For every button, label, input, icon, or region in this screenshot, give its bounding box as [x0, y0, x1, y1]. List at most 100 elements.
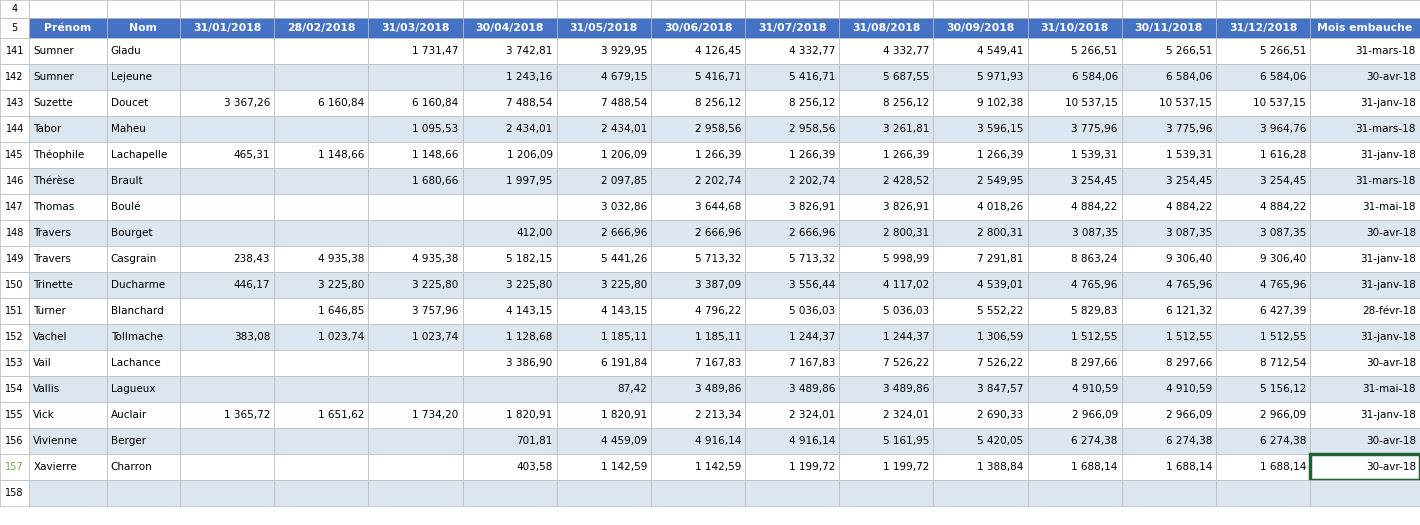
Bar	[1028, 324, 1122, 350]
Bar	[30, 142, 106, 168]
Bar	[463, 428, 557, 454]
Bar	[1311, 142, 1420, 168]
Bar	[1216, 168, 1311, 194]
Bar	[368, 376, 463, 402]
Text: 6 584,06: 6 584,06	[1260, 72, 1306, 82]
Bar	[274, 324, 368, 350]
Bar	[746, 246, 839, 272]
Text: 2 666,96: 2 666,96	[790, 228, 835, 238]
Bar	[650, 194, 746, 220]
Bar	[839, 168, 933, 194]
Text: 1 539,31: 1 539,31	[1166, 150, 1211, 160]
Text: 4 765,96: 4 765,96	[1260, 280, 1306, 290]
Bar	[839, 116, 933, 142]
Text: 1 512,55: 1 512,55	[1072, 332, 1118, 342]
Text: 150: 150	[6, 280, 24, 290]
Text: 3 775,96: 3 775,96	[1166, 124, 1211, 134]
Text: 158: 158	[6, 488, 24, 498]
Bar	[1311, 480, 1420, 506]
Bar	[1311, 168, 1420, 194]
Bar	[746, 38, 839, 64]
Bar	[274, 0, 368, 18]
Text: 1 266,39: 1 266,39	[883, 150, 930, 160]
Text: 3 225,80: 3 225,80	[507, 280, 552, 290]
Bar	[933, 38, 1028, 64]
Bar	[463, 480, 557, 506]
Text: 4: 4	[11, 4, 17, 14]
Bar	[1216, 90, 1311, 116]
Bar	[650, 90, 746, 116]
Text: Lachapelle: Lachapelle	[111, 150, 168, 160]
Bar	[0, 0, 30, 18]
Bar	[650, 480, 746, 506]
Bar	[839, 246, 933, 272]
Bar	[368, 0, 463, 18]
Bar	[557, 376, 650, 402]
Bar	[650, 142, 746, 168]
Bar	[933, 298, 1028, 324]
Text: Ducharme: Ducharme	[111, 280, 165, 290]
Text: 1 023,74: 1 023,74	[412, 332, 459, 342]
Text: 8 256,12: 8 256,12	[694, 98, 741, 108]
Text: 6 584,06: 6 584,06	[1072, 72, 1118, 82]
Text: 3 489,86: 3 489,86	[883, 384, 930, 394]
Bar	[839, 90, 933, 116]
Text: Doucet: Doucet	[111, 98, 148, 108]
Text: 2 958,56: 2 958,56	[790, 124, 835, 134]
Bar	[368, 168, 463, 194]
Text: 3 556,44: 3 556,44	[790, 280, 835, 290]
Text: 2 202,74: 2 202,74	[694, 176, 741, 186]
Bar	[1311, 64, 1420, 90]
Bar	[30, 480, 106, 506]
Bar	[1216, 142, 1311, 168]
Text: 2 966,09: 2 966,09	[1072, 410, 1118, 420]
Text: 238,43: 238,43	[234, 254, 270, 264]
Bar	[1311, 428, 1420, 454]
Bar	[30, 18, 106, 38]
Bar	[1216, 324, 1311, 350]
Bar	[463, 38, 557, 64]
Text: 28/02/2018: 28/02/2018	[287, 23, 355, 33]
Text: 30/06/2018: 30/06/2018	[663, 23, 733, 33]
Text: 3 489,86: 3 489,86	[790, 384, 835, 394]
Bar	[463, 376, 557, 402]
Bar	[1122, 220, 1216, 246]
Bar	[274, 454, 368, 480]
Bar	[274, 298, 368, 324]
Text: 3 489,86: 3 489,86	[694, 384, 741, 394]
Text: 1 266,39: 1 266,39	[977, 150, 1024, 160]
Text: 4 884,22: 4 884,22	[1260, 202, 1306, 212]
Text: 3 847,57: 3 847,57	[977, 384, 1024, 394]
Text: Travers: Travers	[33, 254, 71, 264]
Text: 1 688,14: 1 688,14	[1166, 462, 1211, 472]
Bar	[1028, 454, 1122, 480]
Bar	[0, 480, 30, 506]
Bar	[368, 38, 463, 64]
Bar	[1122, 116, 1216, 142]
Bar	[557, 142, 650, 168]
Text: 2 213,34: 2 213,34	[694, 410, 741, 420]
Text: 145: 145	[6, 150, 24, 160]
Bar	[463, 246, 557, 272]
Bar	[274, 90, 368, 116]
Text: 1 185,11: 1 185,11	[601, 332, 648, 342]
Bar	[650, 272, 746, 298]
Text: 4 916,14: 4 916,14	[790, 436, 835, 446]
Bar	[463, 402, 557, 428]
Text: 1 023,74: 1 023,74	[318, 332, 365, 342]
Text: Thérèse: Thérèse	[33, 176, 75, 186]
Text: 4 935,38: 4 935,38	[318, 254, 365, 264]
Bar	[368, 454, 463, 480]
Bar	[1311, 298, 1420, 324]
Bar	[30, 220, 106, 246]
Text: 1 206,09: 1 206,09	[507, 150, 552, 160]
Bar	[557, 402, 650, 428]
Bar	[30, 0, 106, 18]
Bar	[746, 480, 839, 506]
Bar	[463, 0, 557, 18]
Bar	[30, 194, 106, 220]
Bar	[933, 18, 1028, 38]
Text: 143: 143	[6, 98, 24, 108]
Text: 1 266,39: 1 266,39	[790, 150, 835, 160]
Text: Gladu: Gladu	[111, 46, 142, 56]
